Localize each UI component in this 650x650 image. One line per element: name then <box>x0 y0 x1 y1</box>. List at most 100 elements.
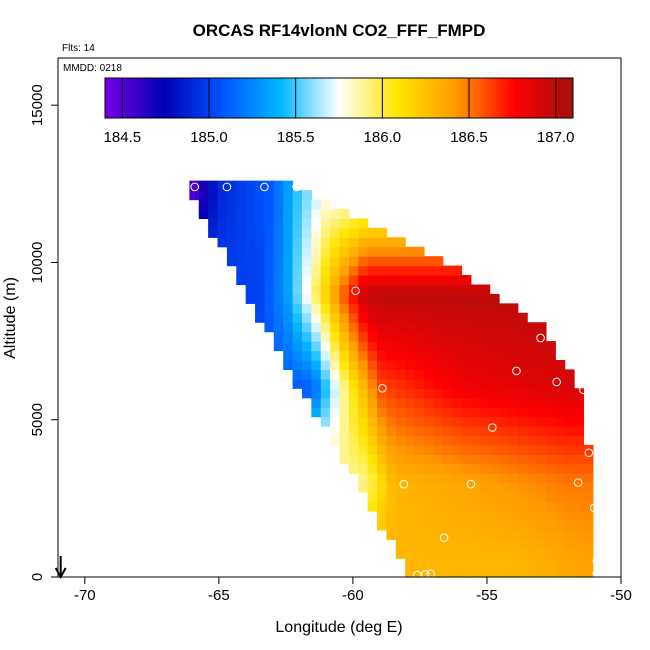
heatmap-cell <box>226 218 237 229</box>
x-axis: -70 -65 -60 -55 -50 <box>74 577 632 604</box>
heatmap-cell <box>461 284 472 295</box>
heatmap-cell <box>489 558 500 569</box>
heatmap-cell <box>442 426 453 437</box>
heatmap-cell <box>405 350 416 361</box>
heatmap-cell <box>320 208 331 220</box>
heatmap-cell <box>433 463 444 474</box>
colorbar-swatch <box>215 78 220 118</box>
heatmap-cell <box>339 350 350 361</box>
heatmap-cell <box>508 492 519 503</box>
heatmap-cell <box>536 482 547 493</box>
heatmap-cell <box>226 246 237 257</box>
heatmap-cell <box>442 397 453 408</box>
heatmap-cell <box>198 199 209 210</box>
heatmap-cell <box>564 426 575 437</box>
heatmap-cell <box>527 567 538 578</box>
heatmap-cell <box>273 227 284 238</box>
heatmap-cell <box>433 293 444 304</box>
heatmap-cell <box>536 567 547 578</box>
heatmap-cell <box>386 275 397 286</box>
colorbar-swatch <box>522 78 527 118</box>
colorbar-swatch <box>232 78 236 118</box>
heatmap-cell <box>517 369 528 380</box>
heatmap-cell <box>433 275 444 286</box>
heatmap-cell <box>583 463 594 474</box>
heatmap-cell <box>311 265 322 276</box>
heatmap-cell <box>555 558 566 569</box>
heatmap-cell <box>536 416 547 427</box>
heatmap-cell <box>461 303 472 314</box>
heatmap-cell <box>405 444 416 455</box>
heatmap-cell <box>330 369 341 380</box>
colorbar-swatch <box>422 78 427 118</box>
heatmap-cell <box>517 426 528 437</box>
heatmap-cell <box>489 567 500 578</box>
heatmap-cell <box>264 275 275 286</box>
heatmap-cell <box>414 482 425 493</box>
heatmap-cell <box>574 510 585 521</box>
heatmap-cell <box>564 520 575 531</box>
heatmap-cell <box>499 312 509 323</box>
colorbar-frame <box>104 77 574 119</box>
heatmap-cell <box>386 454 397 465</box>
heatmap-cell <box>527 482 538 493</box>
heatmap-cell <box>273 331 284 342</box>
heatmap-cell <box>423 284 434 295</box>
heatmap-cell <box>273 322 284 333</box>
heatmap-cell <box>583 529 594 540</box>
colorbar-swatch <box>439 78 444 118</box>
heatmap-cell <box>377 350 388 361</box>
colorbar-swatch <box>452 78 457 118</box>
heatmap-cell <box>423 473 434 484</box>
heatmap-cell <box>499 378 509 389</box>
colorbar-swatch <box>462 78 467 118</box>
heatmap-cell <box>358 388 369 399</box>
heatmap-cell <box>480 350 491 361</box>
heatmap-cell <box>461 510 472 521</box>
heatmap-cell <box>517 388 528 399</box>
heatmap-cell <box>377 265 388 276</box>
heatmap-cell <box>208 227 219 238</box>
heatmap-cell <box>480 463 491 474</box>
colorbar-swatch <box>469 78 474 118</box>
heatmap-cell <box>517 350 528 361</box>
colorbar-swatch <box>305 78 310 118</box>
heatmap-cell <box>583 558 594 569</box>
heatmap-cell <box>442 388 453 399</box>
heatmap-cell <box>555 454 566 465</box>
colorbar-swatch <box>268 78 273 118</box>
heatmap-cell <box>499 407 509 418</box>
heatmap-cell <box>461 473 472 484</box>
heatmap-cell <box>517 322 528 333</box>
heatmap-cell <box>395 303 406 314</box>
heatmap-cell <box>517 397 528 408</box>
heatmap-cell <box>245 275 256 286</box>
heatmap-cell <box>442 444 453 455</box>
heatmap-cell <box>545 520 556 531</box>
heatmap-cell <box>555 369 566 380</box>
colorbar-swatch <box>252 78 256 118</box>
heatmap-cell <box>301 388 312 399</box>
heatmap-cell <box>452 293 463 304</box>
colorbar-swatch <box>536 78 541 118</box>
chart-title: ORCAS RF14vlonN CO2_FFF_FMPD <box>193 21 486 40</box>
heatmap-cell <box>217 180 228 191</box>
heatmap-cell <box>489 369 500 380</box>
heatmap-cell <box>330 303 341 314</box>
heatmap-cell <box>377 341 388 352</box>
heatmap-cell <box>499 492 509 503</box>
heatmap-cell <box>395 284 406 295</box>
heatmap-cell <box>320 293 331 304</box>
heatmap-cell <box>395 359 406 370</box>
heatmap-cell <box>264 237 275 248</box>
heatmap-cell <box>358 331 369 342</box>
colorbar-swatch <box>392 78 397 118</box>
heatmap-cell <box>283 359 294 370</box>
heatmap-cell <box>489 520 500 531</box>
heatmap-cell <box>395 426 406 437</box>
heatmap-cell <box>489 548 500 559</box>
heatmap-cell <box>489 407 500 418</box>
heatmap-cell <box>583 520 594 531</box>
heatmap-cell <box>480 293 491 304</box>
heatmap-cell <box>414 265 425 276</box>
